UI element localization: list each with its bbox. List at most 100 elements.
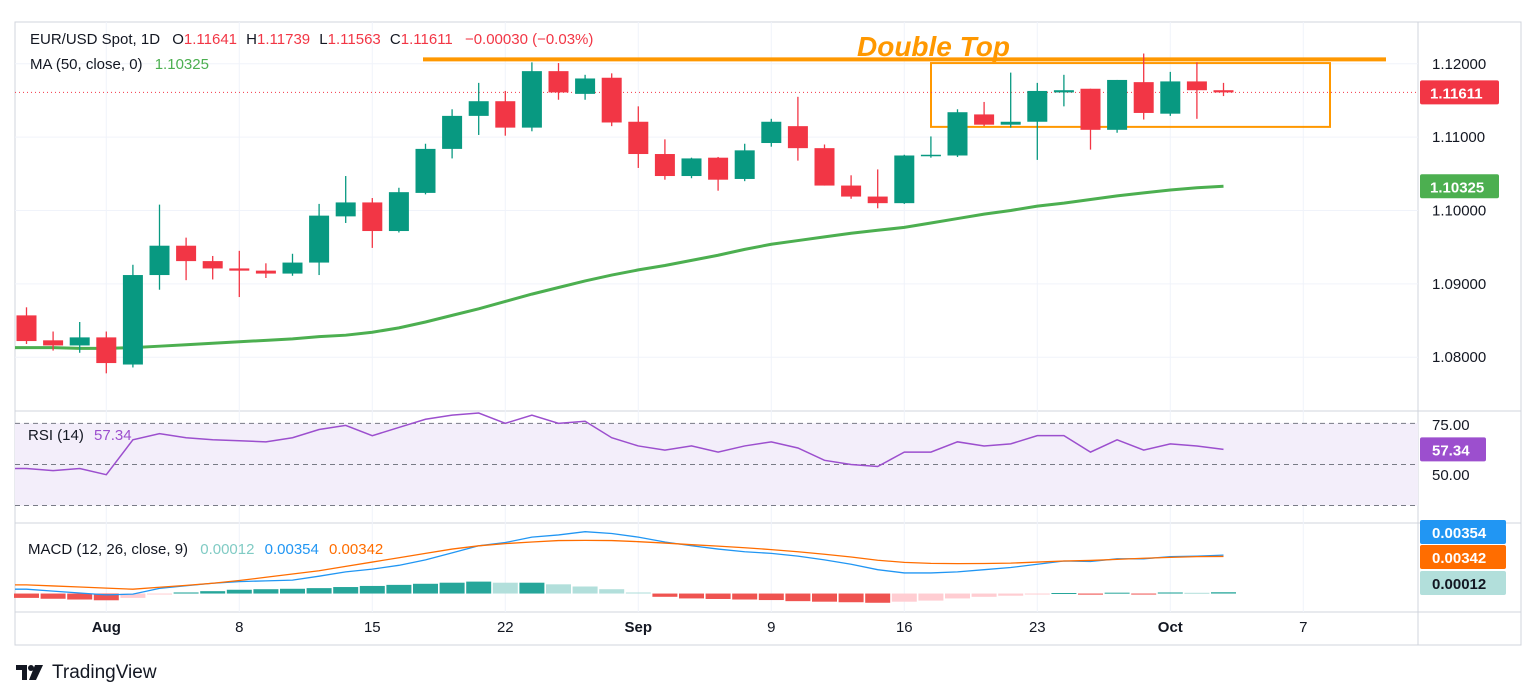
macd-hist-bar xyxy=(333,587,359,594)
candle-body xyxy=(176,245,197,262)
candle xyxy=(761,118,782,147)
candle xyxy=(43,331,64,351)
macd-hist-bar xyxy=(359,585,385,594)
rsi-legend: RSI (14) 57.34 xyxy=(28,427,132,444)
macd-hist-bar xyxy=(439,582,465,594)
candle-body xyxy=(787,126,808,149)
candle xyxy=(787,96,808,161)
macd-hist-bar xyxy=(1104,592,1130,594)
macd-hist-bar xyxy=(652,593,678,597)
candle-body xyxy=(548,71,569,93)
time-tick-label: 22 xyxy=(497,619,514,636)
macd-hist-bar xyxy=(413,583,438,594)
macd-badge: 0.00354 xyxy=(1432,525,1487,542)
ma-price-badge: 1.10325 xyxy=(1430,179,1484,196)
candle xyxy=(1160,71,1181,116)
candle xyxy=(654,139,675,180)
high-label: H xyxy=(246,31,258,48)
candle-body xyxy=(947,112,968,156)
candle xyxy=(176,237,197,281)
candle-body xyxy=(654,154,675,177)
candle-body xyxy=(415,148,436,193)
macd-hist-bar xyxy=(785,593,811,602)
macd-hist-bar xyxy=(40,593,66,599)
macd-hist-bar xyxy=(519,582,545,594)
high-value: 1.11739 xyxy=(257,31,311,48)
close-label: C xyxy=(389,31,401,48)
macd-label: MACD (12, 26, close, 9) xyxy=(28,541,189,558)
candle-body xyxy=(495,101,516,128)
macd-badge-bg xyxy=(1420,520,1506,544)
candle-body xyxy=(575,78,596,94)
rsi-tick-label: 75.00 xyxy=(1432,417,1470,434)
candle-body xyxy=(362,202,383,232)
macd-signal-line xyxy=(15,539,1224,590)
symbol-label: EUR/USD Spot, 1D xyxy=(30,31,161,48)
macd-legend: MACD (12, 26, close, 9) 0.00012 0.00354 … xyxy=(28,541,383,558)
macd-hist-bar xyxy=(306,588,332,594)
candle xyxy=(229,250,250,298)
price-legend: EUR/USD Spot, 1D O1.11641 H1.11739 L1.11… xyxy=(30,31,593,48)
candle xyxy=(628,106,649,168)
candle xyxy=(16,307,37,344)
macd-hist-bar xyxy=(1131,593,1157,595)
macd-hist-bar xyxy=(492,582,518,594)
rsi-tick-label: 50.00 xyxy=(1432,467,1470,484)
candle-body xyxy=(708,157,729,180)
candle xyxy=(681,157,702,179)
macd-hist-bar xyxy=(625,592,651,594)
macd-hist-bar xyxy=(1211,592,1236,594)
low-label: L xyxy=(319,31,328,48)
candle-body xyxy=(867,196,888,204)
candle-body xyxy=(841,185,862,197)
macd-hist-bar xyxy=(679,593,704,599)
macd-hist-value: 0.00012 xyxy=(200,541,255,558)
candle-body xyxy=(601,77,622,123)
last-price-badge: 1.11611 xyxy=(1430,85,1483,102)
candle-body xyxy=(149,245,170,276)
ma-label: MA (50, close, 0) xyxy=(30,56,143,73)
candle-body xyxy=(734,150,755,179)
rsi-line xyxy=(15,412,1224,476)
time-tick-label: 8 xyxy=(235,619,243,636)
brand-name: TradingView xyxy=(52,662,157,683)
ma-price-badge-bg xyxy=(1420,174,1499,199)
candle xyxy=(1000,72,1021,128)
macd-hist-bar xyxy=(998,593,1024,596)
candle xyxy=(122,264,143,368)
candle xyxy=(468,82,489,135)
macd-hist-bar xyxy=(891,593,917,602)
candle-body xyxy=(122,275,143,365)
candle-body xyxy=(442,115,463,149)
candle xyxy=(202,255,223,280)
ma-legend: MA (50, close, 0) 1.10325 xyxy=(30,56,209,73)
candle xyxy=(841,175,862,199)
candle-body xyxy=(16,315,37,342)
macd-hist-bar xyxy=(200,591,226,594)
candle xyxy=(149,204,170,290)
macd-hist-bar xyxy=(147,593,172,595)
candle xyxy=(388,187,409,233)
candle-body xyxy=(43,340,64,346)
tradingview-brand[interactable]: TradingView xyxy=(16,662,157,684)
macd-hist-bar xyxy=(572,586,598,594)
ma50-line xyxy=(15,184,1224,350)
candle-body xyxy=(96,337,117,364)
candle-body xyxy=(309,215,330,263)
macd-hist-bar xyxy=(386,584,412,594)
rsi-value: 57.34 xyxy=(94,427,132,444)
candle-body xyxy=(282,262,303,274)
chart-frame xyxy=(14,21,1522,646)
macd-hist-bar xyxy=(280,588,305,594)
macd-hist-bar xyxy=(226,589,252,594)
candle xyxy=(1133,53,1154,120)
candle xyxy=(96,331,117,374)
macd-hist-bar xyxy=(1184,592,1210,594)
candle xyxy=(521,62,542,132)
open-label: O xyxy=(172,31,184,48)
price-tick-label: 1.11000 xyxy=(1432,129,1485,146)
candle xyxy=(867,169,888,209)
macd-hist-bar xyxy=(253,589,279,594)
candle xyxy=(1080,88,1101,150)
